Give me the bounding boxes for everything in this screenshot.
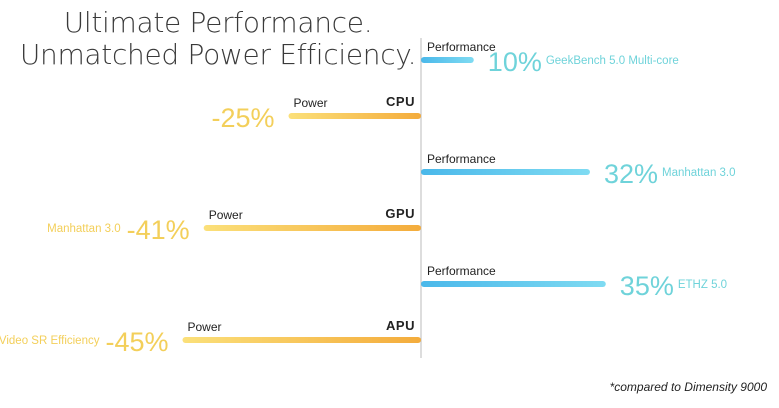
power-label: Power [188,320,222,334]
performance-label: Performance [427,152,496,166]
group-label-cpu: CPU [386,94,415,109]
power-value: -45% [105,327,168,357]
performance-label: Performance [427,264,496,278]
group-label-gpu: GPU [385,206,415,221]
power-bar-apu [182,337,421,343]
group-label-apu: APU [386,318,415,333]
performance-value: 10% [488,47,542,77]
power-value: -25% [211,103,274,133]
power-benchmark: Manhattan 3.0 [47,223,121,235]
power-bar-cpu [288,113,421,119]
performance-benchmark: Manhattan 3.0 [662,167,736,179]
chart-title-line1: Ultimate Performance. [63,6,373,39]
performance-benchmark: GeekBench 5.0 Multi-core [546,55,679,67]
footnote: *compared to Dimensity 9000 [609,380,767,394]
power-bar-gpu [203,225,421,231]
power-label: Power [294,96,328,110]
performance-bar-cpu [421,57,474,63]
performance-value: 35% [620,271,674,301]
power-benchmark: Video SR Efficiency [0,335,100,347]
performance-label: Performance [427,40,496,54]
chart-title-line2: Unmatched Power Efficiency. [19,38,417,71]
power-value: -41% [127,215,190,245]
performance-bar-gpu [421,169,590,175]
performance-benchmark: ETHZ 5.0 [678,279,727,291]
performance-bar-apu [421,281,606,287]
power-label: Power [209,208,243,222]
performance-value: 32% [604,159,658,189]
